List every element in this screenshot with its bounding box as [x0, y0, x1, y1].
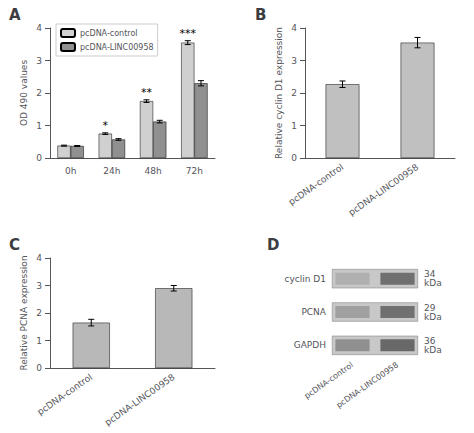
svg-text:3: 3	[36, 281, 42, 291]
svg-text:72h: 72h	[186, 166, 203, 176]
svg-text:GAPDH: GAPDH	[294, 340, 326, 350]
svg-text:B: B	[255, 6, 266, 24]
svg-text:pcDNA-control: pcDNA-control	[80, 29, 138, 38]
svg-text:pcDNA-LINC00958: pcDNA-LINC00958	[347, 162, 421, 218]
svg-text:3: 3	[291, 56, 297, 66]
svg-text:0: 0	[36, 153, 42, 163]
svg-text:kDa: kDa	[424, 345, 442, 355]
svg-text:cyclin D1: cyclin D1	[285, 274, 326, 284]
svg-text:2: 2	[36, 308, 42, 318]
svg-text:kDa: kDa	[424, 312, 442, 322]
svg-text:24h: 24h	[103, 166, 120, 176]
svg-text:PCNA: PCNA	[301, 307, 326, 317]
svg-text:**: **	[141, 86, 153, 99]
svg-text:4: 4	[36, 23, 42, 33]
svg-text:0: 0	[36, 363, 42, 373]
svg-text:Relative PCNA expression: Relative PCNA expression	[19, 255, 29, 370]
svg-text:4: 4	[36, 253, 42, 263]
svg-text:A: A	[9, 6, 21, 24]
svg-text:D: D	[267, 236, 279, 254]
svg-text:pcDNA-LINC00958: pcDNA-LINC00958	[80, 43, 154, 52]
svg-text:pcDNA-control: pcDNA-control	[302, 360, 356, 401]
svg-text:pcDNA-control: pcDNA-control	[35, 372, 94, 417]
svg-text:pcDNA-control: pcDNA-control	[287, 162, 346, 207]
svg-text:OD 490 values: OD 490 values	[19, 60, 29, 126]
svg-text:1: 1	[36, 336, 42, 346]
svg-text:C: C	[9, 236, 20, 254]
svg-text:***: ***	[180, 27, 197, 40]
svg-text:4: 4	[291, 23, 297, 33]
svg-text:kDa: kDa	[424, 278, 442, 288]
svg-text:0: 0	[291, 153, 297, 163]
svg-text:pcDNA-LINC00958: pcDNA-LINC00958	[103, 372, 177, 428]
svg-text:0h: 0h	[65, 166, 76, 176]
svg-text:Relative cyclin D1 expression: Relative cyclin D1 expression	[274, 27, 284, 159]
svg-text:36: 36	[424, 335, 436, 346]
svg-text:48h: 48h	[145, 166, 162, 176]
svg-text:3: 3	[36, 56, 42, 66]
svg-text:1: 1	[291, 121, 297, 131]
svg-text:2: 2	[291, 88, 297, 98]
svg-text:29: 29	[424, 302, 436, 313]
svg-text:*: *	[103, 119, 109, 132]
svg-text:34: 34	[424, 269, 436, 280]
svg-text:1: 1	[36, 121, 42, 131]
svg-text:2: 2	[36, 88, 42, 98]
svg-text:pcDNA-LINC00958: pcDNA-LINC00958	[335, 360, 400, 410]
